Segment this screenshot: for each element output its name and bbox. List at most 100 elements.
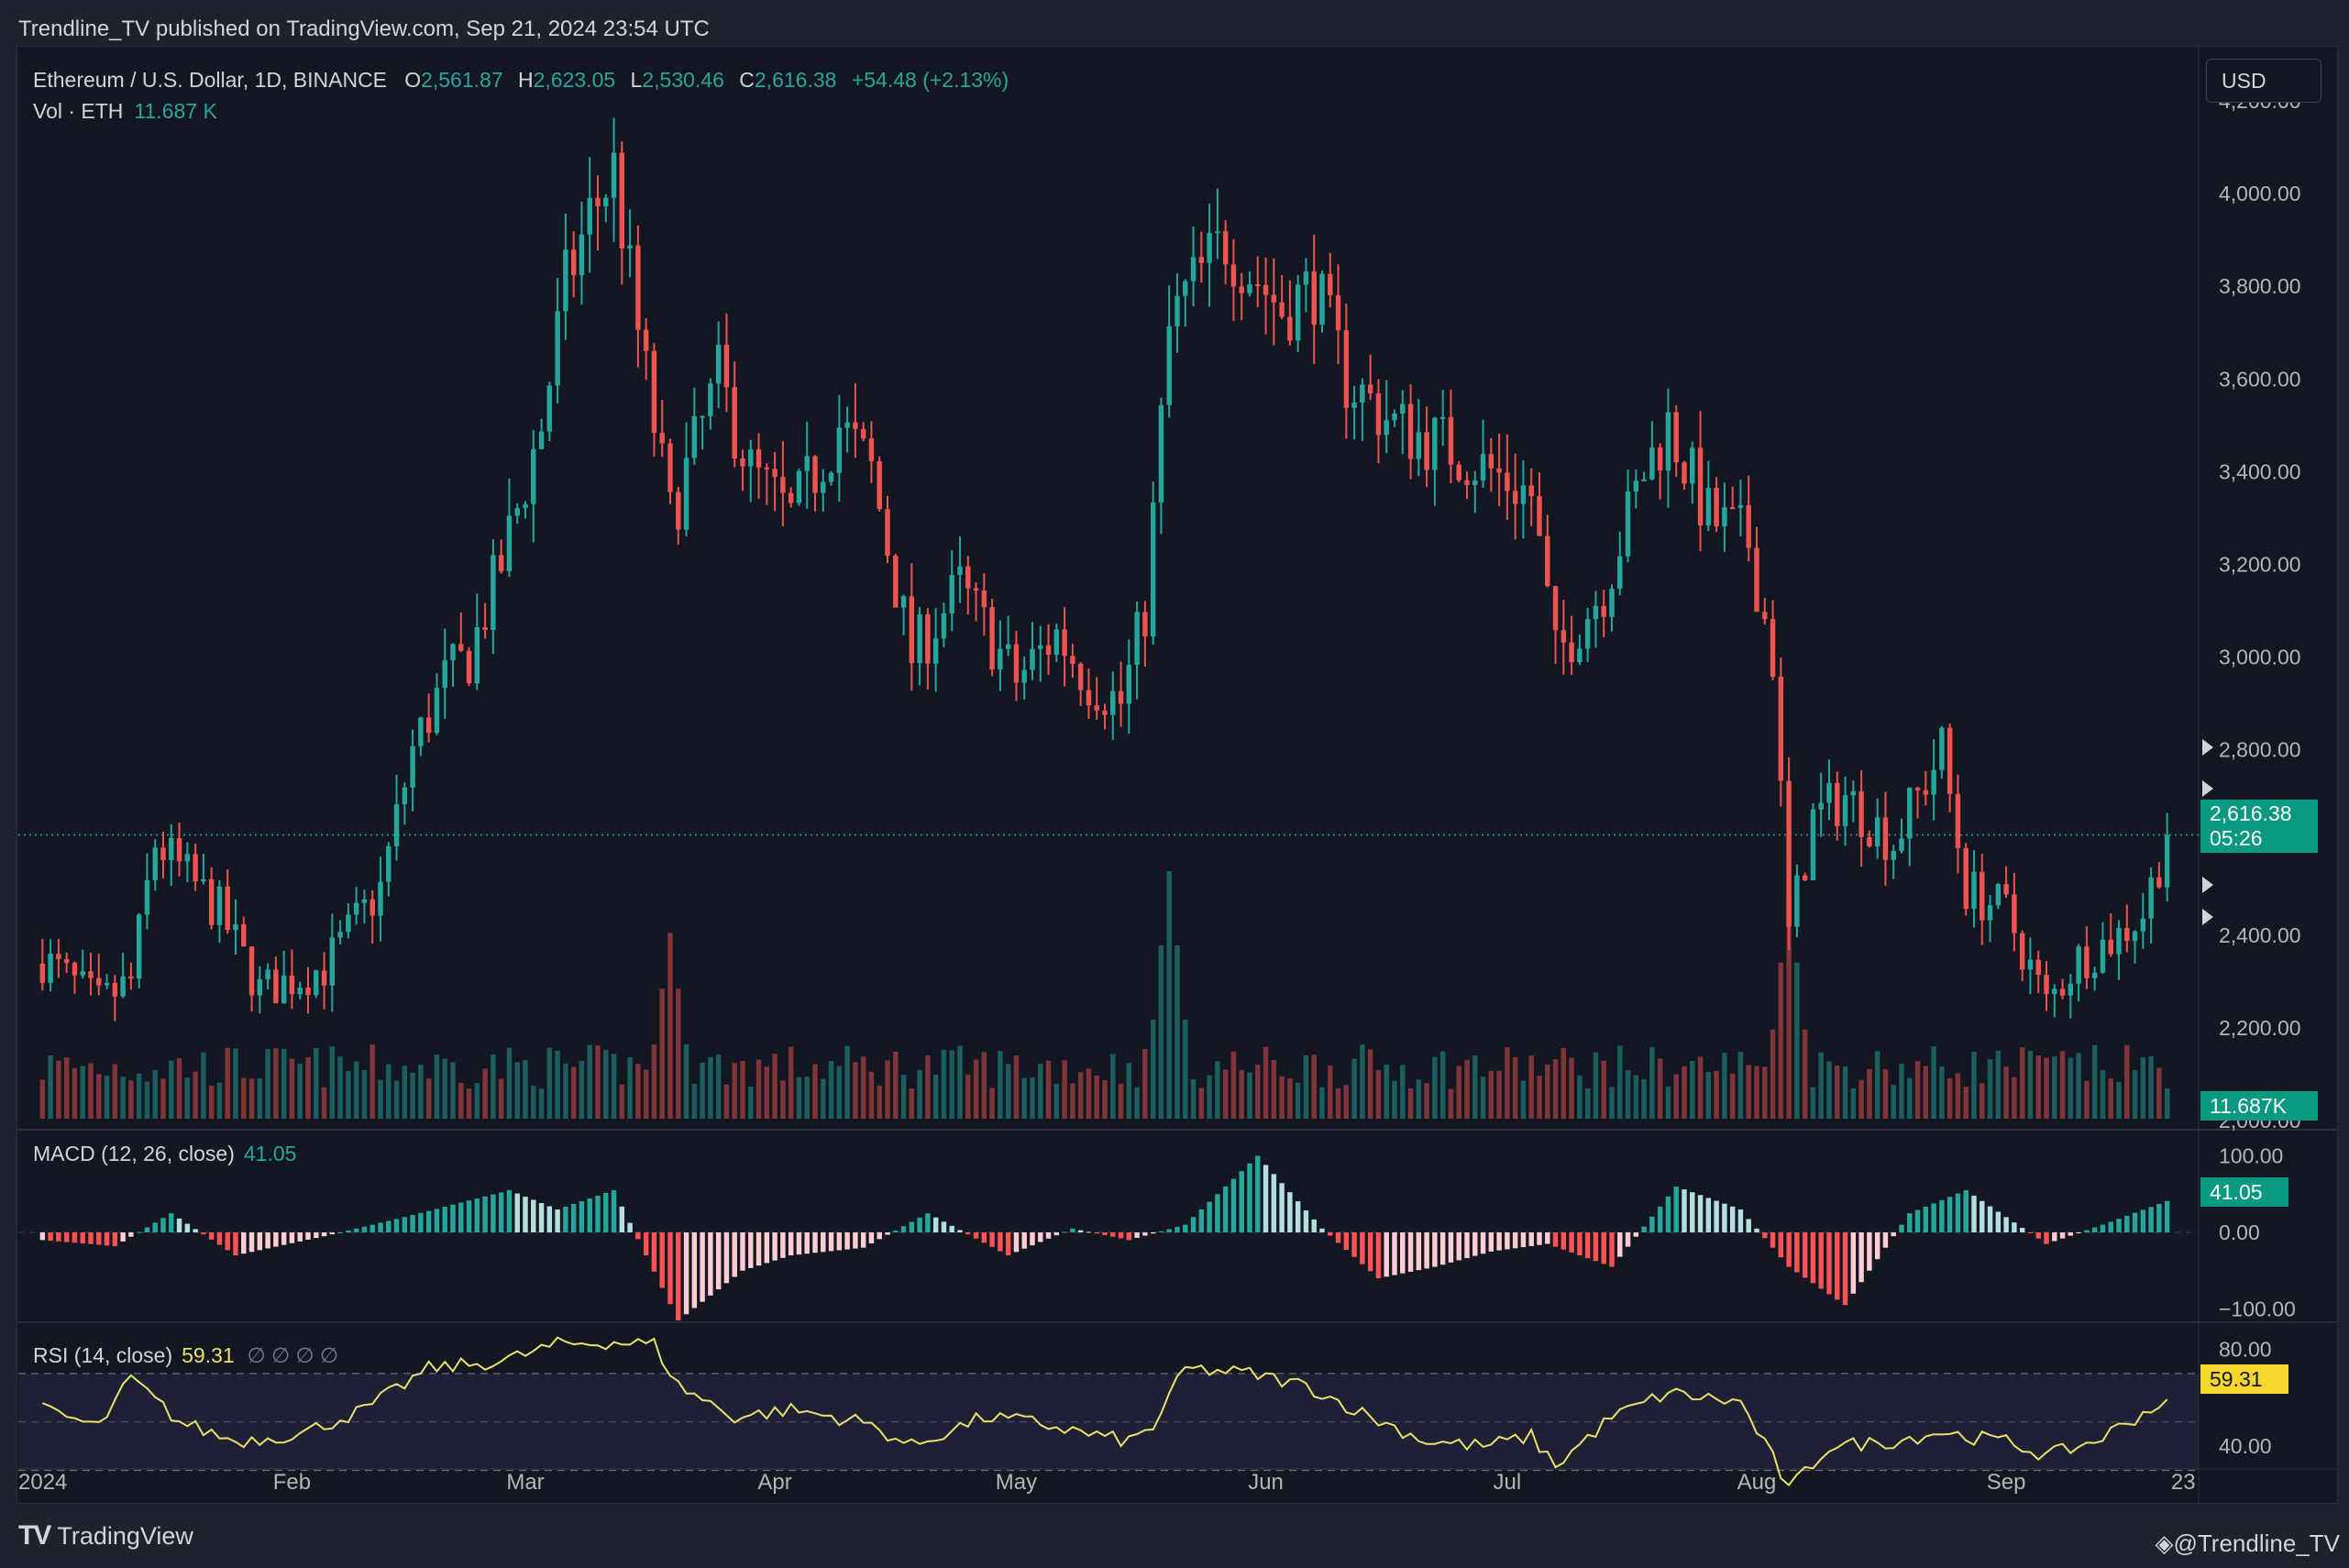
volume-bar xyxy=(1464,1059,1470,1119)
volume-bar xyxy=(314,1047,319,1119)
volume-bar xyxy=(1424,1083,1429,1119)
volume-bar xyxy=(1134,1087,1140,1119)
volume-bar xyxy=(1754,1066,1759,1119)
macd-bar xyxy=(314,1232,319,1239)
volume-bar xyxy=(1222,1069,1229,1119)
macd-bar xyxy=(1263,1165,1269,1232)
candle-body xyxy=(112,982,118,997)
candle-body xyxy=(619,152,625,248)
volume-bar xyxy=(2003,1066,2009,1119)
candle-body xyxy=(498,555,504,571)
candle-body xyxy=(1528,485,1534,497)
candle-body xyxy=(1867,836,1872,847)
macd-bar xyxy=(885,1232,890,1235)
tradingview-brand[interactable]: TV TradingView xyxy=(18,1520,193,1551)
candle-body xyxy=(1560,630,1567,643)
macd-bar xyxy=(796,1232,802,1255)
macd-bar xyxy=(1198,1209,1205,1232)
candle-body xyxy=(393,804,400,846)
candle-body xyxy=(1013,644,1020,683)
macd-bar xyxy=(1963,1190,1969,1232)
candle-body xyxy=(72,963,78,976)
candle-body xyxy=(378,881,383,916)
macd-bar xyxy=(1802,1232,1808,1278)
volume-bar xyxy=(273,1048,279,1119)
volume-bar xyxy=(844,1045,850,1119)
candle-body xyxy=(1343,330,1350,408)
macd-bar xyxy=(353,1228,359,1232)
candle-body xyxy=(1625,491,1631,557)
macd-bar xyxy=(393,1219,400,1232)
volume-bar xyxy=(1826,1061,1832,1119)
volume-bar xyxy=(1005,1064,1011,1119)
volume-bar xyxy=(248,1078,255,1119)
macd-bar xyxy=(1472,1232,1478,1256)
macd-bar xyxy=(1657,1206,1663,1232)
low-label: L xyxy=(630,68,643,92)
candle-body xyxy=(402,787,408,805)
candle-body xyxy=(949,575,954,613)
volume-bar xyxy=(1649,1046,1655,1119)
candle-body xyxy=(442,660,447,689)
macd-bar xyxy=(2044,1232,2049,1244)
volume-bar xyxy=(1505,1047,1510,1119)
macd-bar xyxy=(152,1222,158,1232)
candle-body xyxy=(1955,793,1961,848)
candle-body xyxy=(56,954,61,960)
macd-bar xyxy=(538,1203,545,1232)
macd-tick-label: −100.00 xyxy=(2219,1297,2296,1320)
macd-bar xyxy=(1762,1232,1768,1239)
candle-body xyxy=(1770,619,1776,678)
candle-body xyxy=(1488,454,1494,469)
macd-bar xyxy=(1641,1226,1647,1232)
candle-body xyxy=(667,443,673,492)
macd-bar xyxy=(1537,1232,1542,1245)
volume-bar xyxy=(184,1077,191,1119)
macd-bar xyxy=(788,1232,794,1256)
candle-body xyxy=(1255,284,1261,287)
date-tick-label: Sep xyxy=(1987,1470,2026,1495)
volume-bar xyxy=(2156,1067,2162,1119)
candle-body xyxy=(587,197,592,235)
volume-bar xyxy=(1729,1073,1736,1119)
currency-button[interactable]: USD xyxy=(2206,59,2321,103)
macd-value: 41.05 xyxy=(243,1142,297,1165)
candle-body xyxy=(1328,273,1333,296)
volume-bar xyxy=(1279,1076,1285,1119)
macd-bar xyxy=(555,1209,560,1232)
volume-bar xyxy=(39,1079,46,1119)
candle-body xyxy=(2052,988,2057,995)
volume-bar xyxy=(828,1061,834,1119)
macd-bar xyxy=(120,1232,126,1242)
candle-body xyxy=(2068,983,2074,996)
volume-bar xyxy=(1835,1066,1840,1119)
volume-bar xyxy=(1038,1063,1043,1119)
macd-bar xyxy=(1850,1232,1857,1294)
high-value: 2,623.05 xyxy=(533,68,616,92)
candle-body xyxy=(635,245,641,330)
candle-body xyxy=(909,596,915,664)
volume-bar xyxy=(120,1077,126,1119)
volume-bar xyxy=(1110,1054,1116,1119)
volume-bar xyxy=(1593,1052,1599,1119)
candle-body xyxy=(900,596,907,608)
volume-bar xyxy=(361,1070,368,1119)
macd-bar xyxy=(1946,1197,1953,1232)
bar-countdown: 05:26 xyxy=(2210,826,2263,850)
macd-bar xyxy=(1038,1232,1043,1242)
volume-bar xyxy=(723,1084,730,1119)
macd-bar xyxy=(1810,1232,1816,1284)
volume-bar xyxy=(233,1048,238,1119)
macd-bar xyxy=(1786,1232,1792,1267)
open-label: O xyxy=(404,68,422,92)
macd-bar xyxy=(402,1217,408,1232)
volume-bar xyxy=(1746,1065,1751,1119)
macd-bar xyxy=(715,1232,722,1290)
macd-bar xyxy=(691,1232,698,1309)
volume-bar xyxy=(201,1052,206,1119)
price-candles xyxy=(39,117,2170,1021)
macd-bar xyxy=(450,1204,456,1232)
candle-body xyxy=(932,638,939,664)
macd-bar xyxy=(337,1232,343,1233)
